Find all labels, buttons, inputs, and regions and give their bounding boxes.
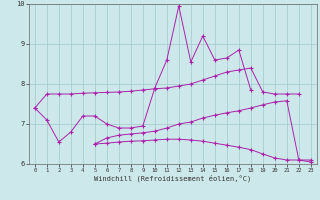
X-axis label: Windchill (Refroidissement éolien,°C): Windchill (Refroidissement éolien,°C) — [94, 175, 252, 182]
